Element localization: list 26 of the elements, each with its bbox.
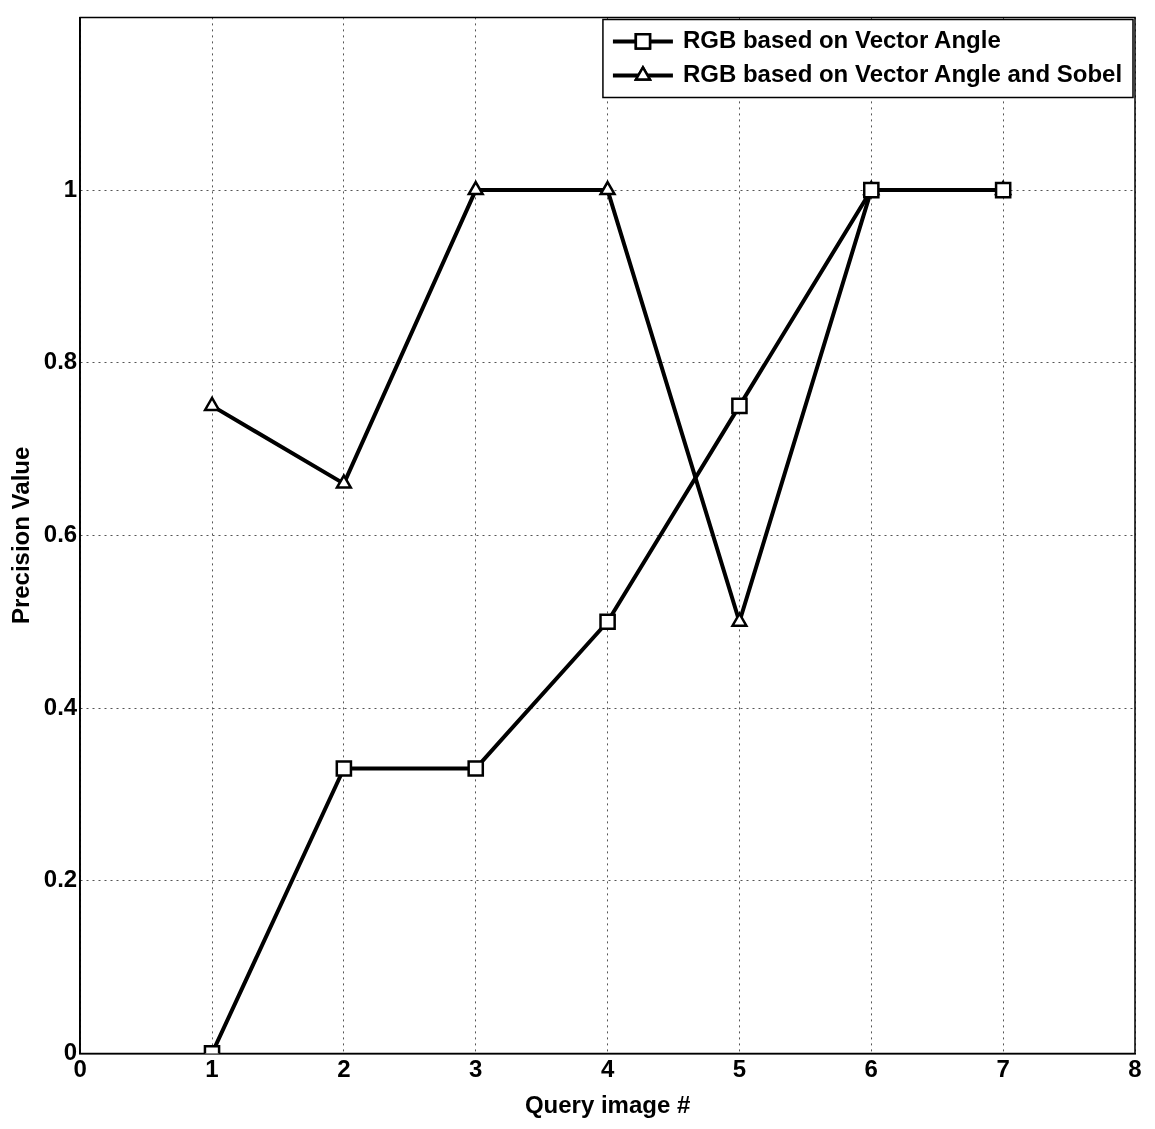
- point: [467, 180, 484, 196]
- x-tick-label: 5: [732, 1055, 747, 1083]
- point: [599, 180, 616, 196]
- x-tick-label: 8: [1128, 1055, 1142, 1083]
- y-axis-title: Precision Value: [7, 446, 35, 625]
- x-axis-title: Query image #: [524, 1091, 691, 1119]
- x-tick-label: 3: [469, 1055, 483, 1083]
- point: [599, 613, 616, 631]
- x-tick-label: 4: [600, 1055, 615, 1083]
- y-tick-label: 0.6: [43, 520, 78, 548]
- point: [335, 760, 353, 777]
- point: [731, 397, 748, 415]
- legend-label: RGB based on Vector Angle: [682, 26, 1001, 54]
- x-tick-label: 1: [205, 1055, 219, 1083]
- point: [467, 760, 485, 777]
- point: [731, 612, 748, 627]
- legend-label: RGB based on Vector Angle and Sobel: [682, 60, 1123, 88]
- y-tick-label: 1: [63, 174, 78, 202]
- point: [335, 474, 353, 489]
- y-tick-label: 0.2: [43, 865, 78, 893]
- x-tick-label: 2: [337, 1055, 351, 1083]
- y-tick-label: 0.8: [43, 347, 78, 375]
- x-tick-label: 7: [996, 1055, 1010, 1083]
- y-tick-label: 0.4: [43, 692, 78, 720]
- x-tick-label: 6: [864, 1055, 878, 1083]
- point: [203, 396, 221, 412]
